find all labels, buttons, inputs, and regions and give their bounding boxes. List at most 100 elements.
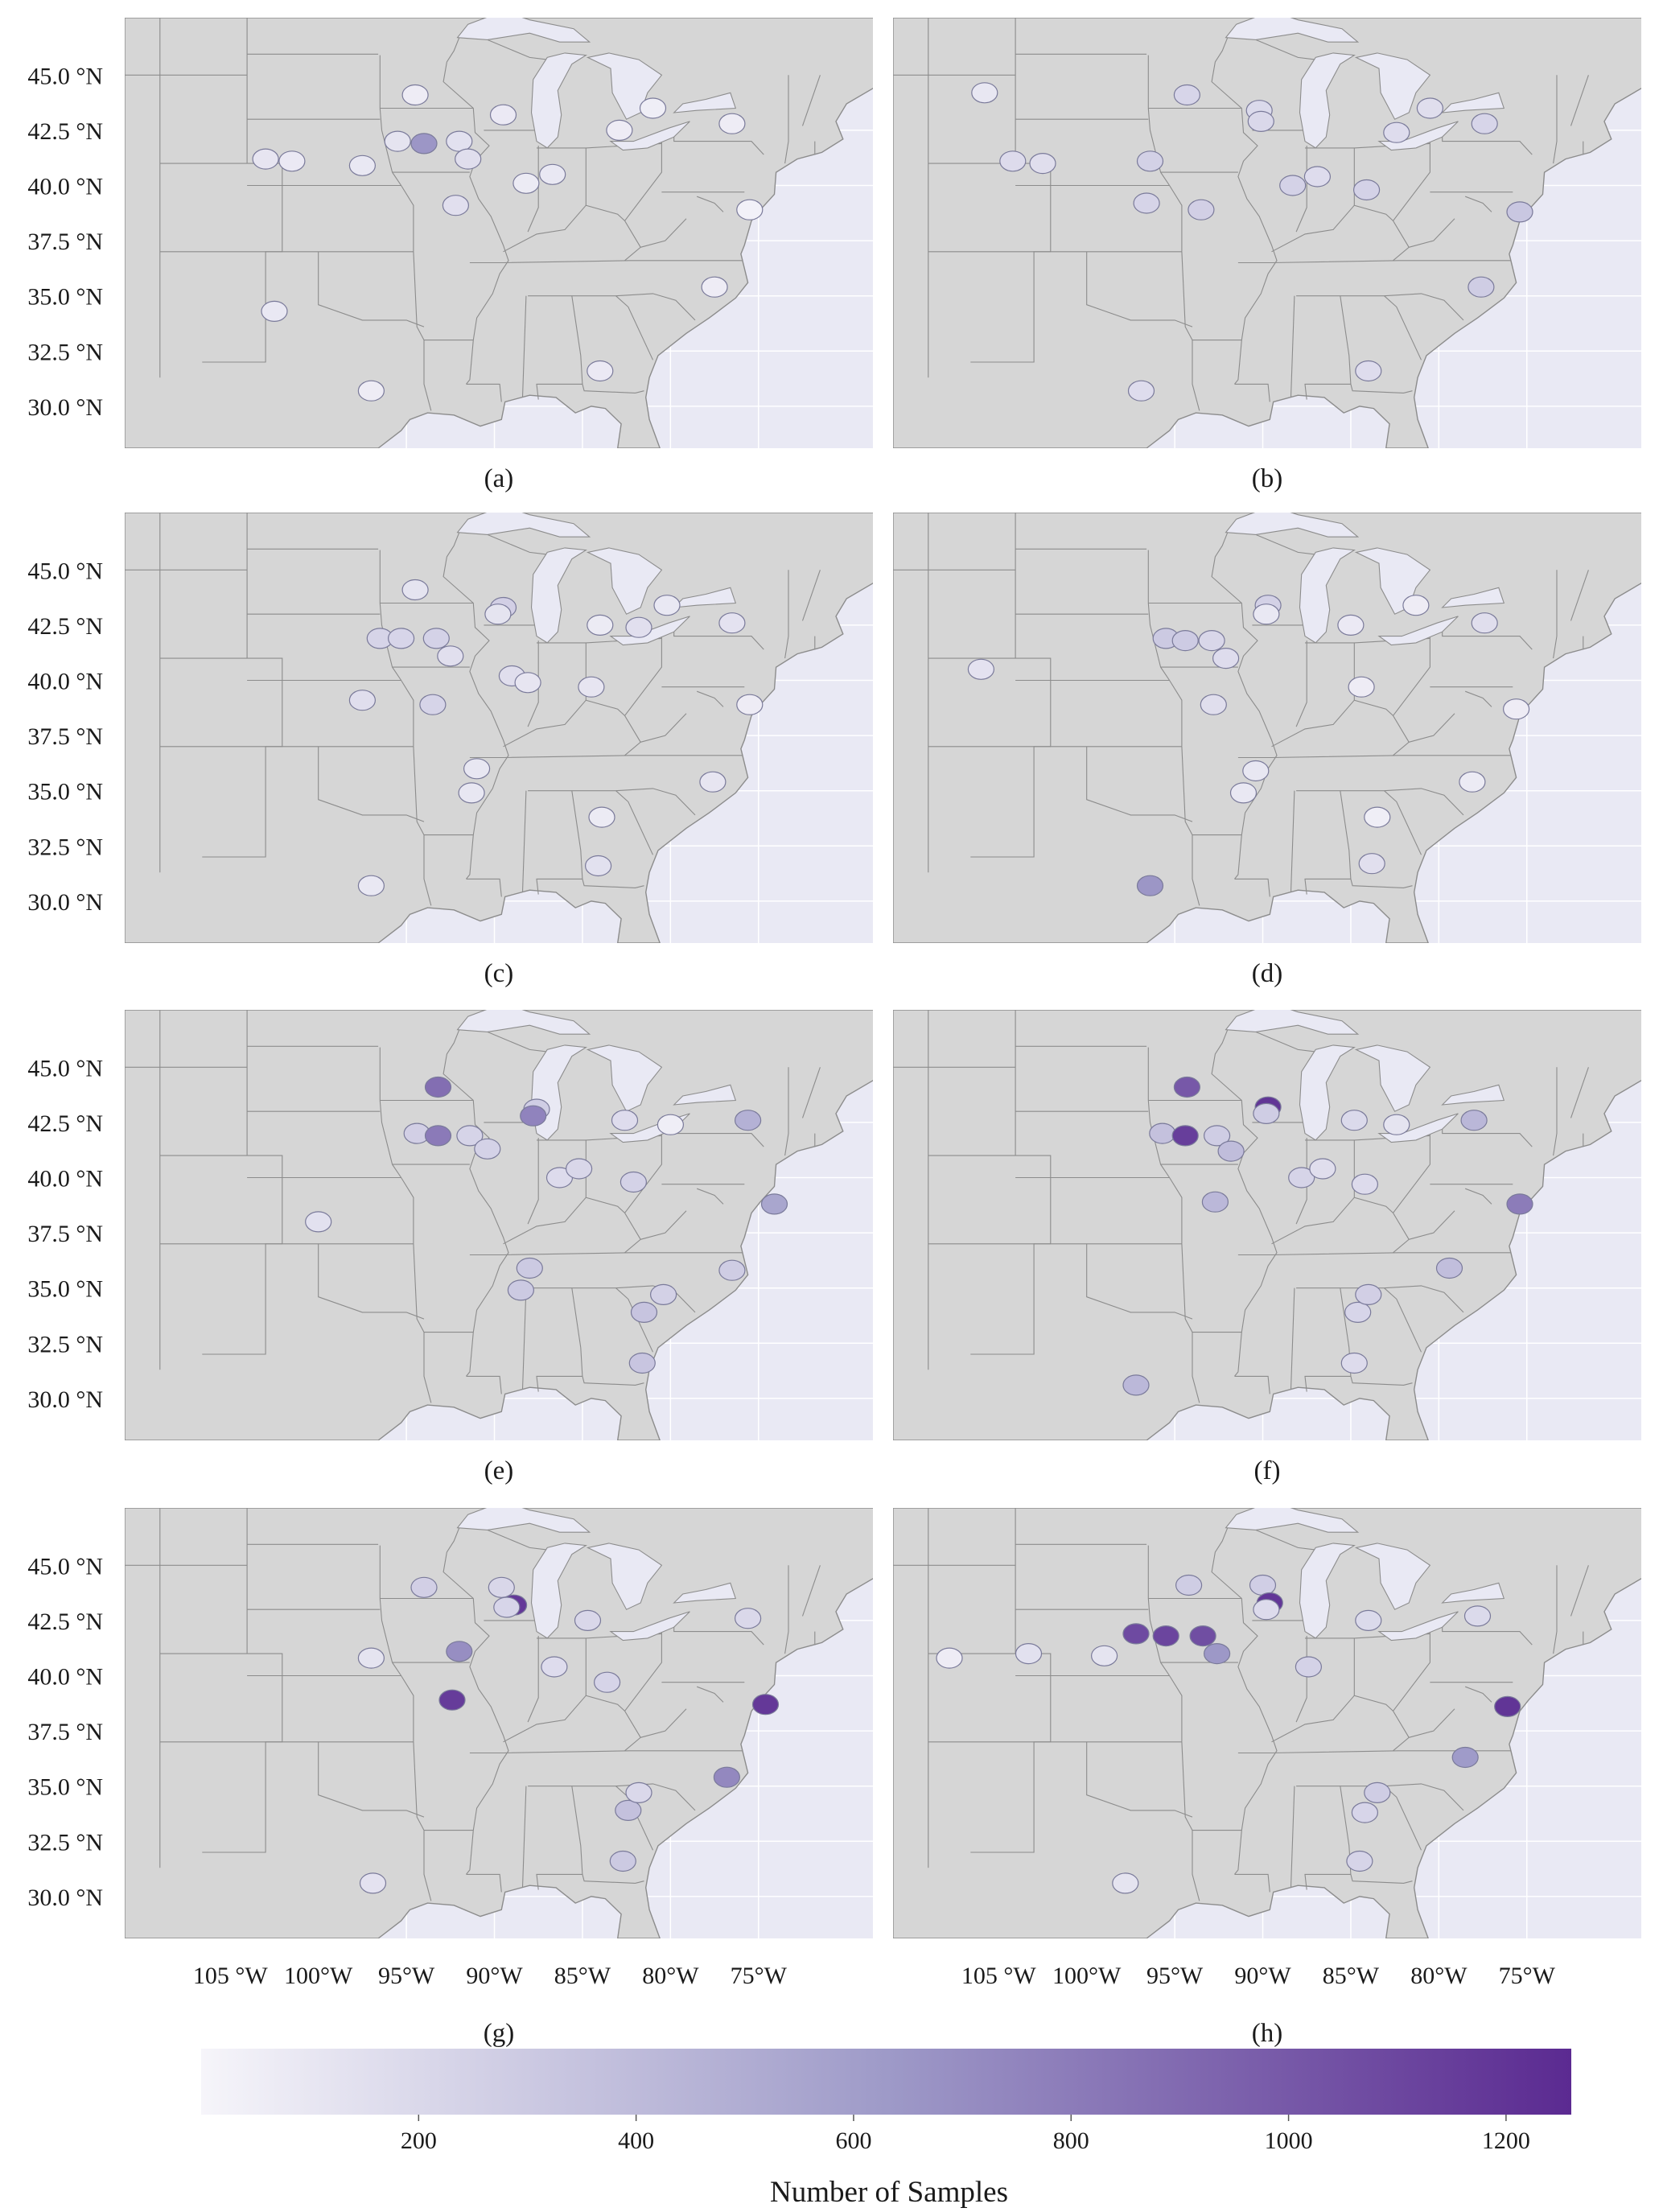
state-border: [1465, 1686, 1492, 1703]
site-marker: [458, 782, 485, 804]
site-marker: [718, 1259, 746, 1281]
state-border: [1234, 383, 1270, 402]
site-marker: [1253, 603, 1280, 625]
site-marker: [446, 1641, 473, 1662]
lat-tick-label: 32.5 °N: [27, 1829, 103, 1856]
state-border: [469, 755, 743, 759]
site-marker: [1173, 1076, 1200, 1098]
state-border: [443, 1527, 509, 1875]
great-lake: [1354, 1044, 1431, 1112]
state-border: [1255, 533, 1316, 555]
site-marker: [584, 855, 612, 877]
site-marker: [488, 1576, 515, 1598]
lat-tick-label: 30.0 °N: [27, 1386, 103, 1413]
site-marker: [359, 1872, 387, 1894]
site-marker: [384, 130, 411, 152]
site-marker: [718, 113, 746, 134]
great-lake: [586, 1543, 663, 1610]
site-marker: [539, 163, 566, 185]
site-marker: [574, 1609, 602, 1631]
panel-label: (a): [484, 464, 514, 493]
site-marker: [587, 614, 614, 636]
colorbar-tick-label: 200: [401, 2128, 437, 2154]
site-marker: [1015, 1643, 1043, 1665]
site-marker: [609, 1850, 636, 1872]
colorbar-gradient: [201, 2049, 1571, 2115]
state-border: [801, 75, 821, 126]
state-border: [469, 260, 743, 264]
site-marker: [1463, 1605, 1492, 1627]
great-lake: [530, 52, 587, 149]
lon-tick-label: 90°W: [1234, 1963, 1291, 1989]
site-marker: [628, 1352, 656, 1374]
lat-tick-label: 45.0 °N: [27, 1055, 103, 1081]
great-lake: [1441, 587, 1505, 608]
site-marker: [639, 97, 667, 119]
state-border: [1295, 1138, 1307, 1225]
colorbar-label: Number of Samples: [770, 2176, 1008, 2209]
site-marker: [401, 579, 429, 601]
great-lake: [530, 1543, 587, 1639]
site-marker: [474, 1138, 501, 1160]
site-marker: [1136, 875, 1164, 896]
site-marker: [736, 694, 764, 715]
site-marker: [1091, 1645, 1118, 1666]
site-marker: [1253, 1102, 1280, 1124]
state-border: [1211, 37, 1278, 385]
site-marker: [514, 672, 541, 694]
site-marker: [936, 1647, 963, 1669]
state-border: [1295, 146, 1307, 233]
site-marker: [1175, 1574, 1203, 1596]
state-border: [1409, 713, 1455, 743]
lat-tick-label: 40.0 °N: [27, 1664, 103, 1691]
state-border: [615, 790, 653, 855]
state-border: [1465, 196, 1492, 212]
site-marker: [1309, 1158, 1336, 1180]
site-marker: [1217, 1140, 1245, 1162]
state-border: [487, 39, 548, 60]
lat-tick-label: 40.0 °N: [27, 1166, 103, 1193]
state-border: [582, 1376, 644, 1386]
lon-tick-label: 80°W: [1410, 1963, 1467, 1989]
state-border: [1290, 790, 1295, 892]
state-border: [784, 570, 789, 659]
state-border: [1570, 75, 1589, 126]
map-panel: [125, 513, 873, 943]
colorbar-tick-label: 600: [835, 2128, 871, 2154]
great-lake: [1441, 92, 1505, 113]
great-lake: [1225, 18, 1360, 43]
site-marker: [1471, 113, 1498, 134]
state-border: [1295, 641, 1307, 727]
site-marker: [1460, 1110, 1488, 1131]
site-marker: [1451, 1746, 1479, 1769]
site-marker: [1364, 1782, 1391, 1803]
lat-tick-label: 40.0 °N: [27, 669, 103, 695]
state-border: [801, 570, 821, 621]
site-marker: [625, 1782, 652, 1803]
site-marker: [1112, 1872, 1139, 1894]
state-border: [784, 1565, 789, 1654]
site-marker: [1502, 698, 1530, 720]
state-border: [1384, 293, 1464, 321]
site-marker: [1204, 1643, 1231, 1665]
panel-label: (h): [1252, 2019, 1282, 2048]
panel-label: (f): [1254, 1456, 1281, 1485]
state-border: [1393, 141, 1430, 221]
state-border: [784, 1067, 789, 1156]
map-panel: [893, 1508, 1641, 1938]
site-marker: [410, 1576, 438, 1598]
site-marker: [1242, 760, 1270, 782]
state-border: [615, 293, 696, 321]
state-border: [536, 1786, 583, 1890]
state-border: [527, 1636, 539, 1723]
state-border: [1384, 788, 1464, 816]
state-border: [697, 1188, 724, 1205]
state-border: [1393, 1133, 1430, 1213]
state-border: [1553, 1067, 1558, 1156]
site-marker: [424, 1076, 452, 1098]
state-border: [1553, 1565, 1558, 1654]
site-marker: [1212, 648, 1240, 669]
state-border: [487, 533, 548, 555]
state-border: [1271, 1695, 1410, 1752]
lat-tick-label: 45.0 °N: [27, 1553, 103, 1580]
